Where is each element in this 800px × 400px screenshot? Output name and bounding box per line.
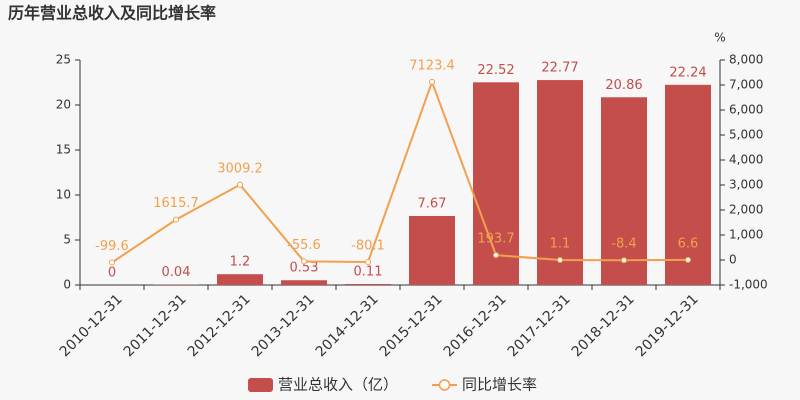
bar-value-label: 22.77 (541, 61, 578, 76)
line-point (301, 258, 307, 265)
x-tick-label: 2016-12-31 (441, 291, 510, 360)
y2-tick-label: 6,000 (729, 103, 763, 117)
bar-value-label: 7.67 (418, 196, 447, 211)
line-value-label: 7123.4 (409, 58, 455, 73)
chart-title: 历年营业总收入及同比增长率 (8, 4, 216, 23)
x-tick-label: 2012-12-31 (185, 291, 254, 360)
bar (473, 82, 519, 285)
y-tick-label: 10 (56, 188, 71, 202)
line (111, 78, 689, 264)
y2-tick-label: 4,000 (729, 153, 763, 167)
y2-axis-label: % (714, 31, 725, 45)
legend-swatch (438, 379, 451, 391)
x-tick-label: 2019-12-31 (633, 291, 702, 360)
line-point (173, 216, 179, 223)
bar-value-label: 22.52 (477, 63, 514, 78)
line-value-label: 193.7 (477, 232, 514, 247)
line-point (237, 181, 243, 188)
y-tick-label: 20 (56, 98, 71, 112)
line-point (429, 78, 435, 85)
legend-swatch (248, 378, 273, 392)
bar-value-label: 0.11 (354, 265, 383, 280)
y2-tick-label: -1,000 (729, 278, 768, 292)
line-value-label: -8.4 (611, 237, 636, 252)
y-tick-label: 0 (63, 278, 71, 292)
bar-value-label: 0.53 (290, 261, 319, 276)
bar (409, 215, 455, 285)
y2-tick-label: 1,000 (729, 228, 763, 242)
x-tick-label: 2014-12-31 (313, 291, 382, 360)
x-tick-label: 2013-12-31 (249, 291, 318, 360)
y2-tick-label: 2,000 (729, 203, 763, 217)
bar-value-label: 1.2 (230, 255, 251, 270)
bar-value-label: 0.04 (162, 265, 191, 280)
line-point (493, 252, 499, 259)
bar-value-label: 0 (108, 266, 116, 281)
y-tick-label: 15 (56, 143, 71, 157)
line-point (109, 259, 115, 266)
y2-tick-label: 8,000 (729, 53, 763, 67)
x-tick-label: 2018-12-31 (569, 291, 638, 360)
y2-tick-label: 7,000 (729, 78, 763, 92)
y-tick-label: 25 (56, 53, 71, 67)
y-tick-label: 5 (63, 233, 71, 247)
line-value-label: 1.1 (550, 236, 571, 251)
legend-label: 营业总收入（亿） (278, 376, 398, 394)
x-tick-label: 2017-12-31 (505, 291, 574, 360)
bar (281, 280, 327, 285)
line-value-label: -80.1 (351, 239, 385, 254)
bar (537, 80, 583, 285)
line-point (557, 256, 563, 263)
line-value-label: -55.6 (287, 238, 321, 253)
line-value-label: 1615.7 (153, 196, 199, 211)
line-value-label: 6.6 (678, 236, 699, 251)
bar (601, 97, 647, 285)
bar (345, 284, 391, 285)
line-point (621, 257, 627, 264)
x-tick-label: 2015-12-31 (377, 291, 446, 360)
bar (665, 84, 711, 285)
y2-tick-label: 5,000 (729, 128, 763, 142)
line-value-label: -99.6 (95, 239, 129, 254)
bar-value-label: 22.24 (669, 65, 706, 80)
bar (217, 274, 263, 285)
bar-value-label: 20.86 (605, 78, 642, 93)
y2-tick-label: 0 (729, 253, 737, 267)
line-point (685, 256, 691, 263)
line-value-label: 3009.2 (217, 161, 263, 176)
legend-label: 同比增长率 (462, 376, 537, 394)
x-tick-label: 2010-12-31 (57, 291, 126, 360)
line-point (365, 259, 371, 266)
y2-tick-label: 3,000 (729, 178, 763, 192)
x-tick-label: 2011-12-31 (121, 291, 190, 360)
